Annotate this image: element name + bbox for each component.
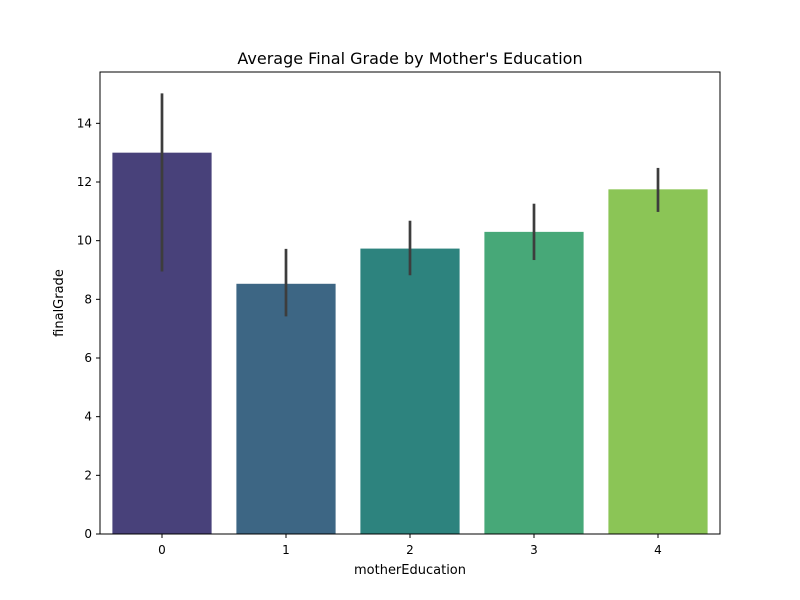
x-tick-label-0: 0 bbox=[158, 543, 166, 557]
x-tick-label-4: 4 bbox=[654, 543, 662, 557]
x-tick-label-3: 3 bbox=[530, 543, 538, 557]
y-axis-label: finalGrade bbox=[52, 269, 67, 337]
y-tick-label-8: 8 bbox=[84, 292, 92, 306]
y-tick-label-2: 2 bbox=[84, 468, 92, 482]
y-tick-label-10: 10 bbox=[77, 234, 92, 248]
x-tick-label-1: 1 bbox=[282, 543, 290, 557]
bar-2 bbox=[360, 248, 460, 534]
bar-1 bbox=[236, 283, 336, 534]
y-tick-label-14: 14 bbox=[77, 116, 92, 130]
bar-4 bbox=[608, 189, 708, 535]
y-tick-label-6: 6 bbox=[84, 351, 92, 365]
y-tick-label-0: 0 bbox=[84, 527, 92, 541]
y-tick-label-12: 12 bbox=[77, 175, 92, 189]
chart-title: Average Final Grade by Mother's Educatio… bbox=[237, 49, 582, 68]
x-axis-label: motherEducation bbox=[354, 563, 466, 578]
x-tick-label-2: 2 bbox=[406, 543, 414, 557]
bar-3 bbox=[484, 231, 584, 534]
y-tick-label-4: 4 bbox=[84, 410, 92, 424]
